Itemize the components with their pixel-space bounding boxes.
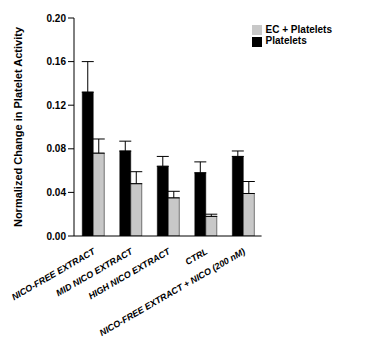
svg-text:NICO-FREE EXTRACT: NICO-FREE EXTRACT	[9, 246, 97, 303]
svg-text:0.08: 0.08	[47, 143, 67, 154]
svg-text:MID NICO EXTRACT: MID NICO EXTRACT	[54, 246, 135, 299]
svg-text:HIGH NICO EXTRACT: HIGH NICO EXTRACT	[86, 246, 172, 302]
svg-text:0.16: 0.16	[47, 56, 67, 67]
svg-text:0.12: 0.12	[47, 100, 67, 111]
svg-text:0.20: 0.20	[47, 13, 67, 24]
html-text:EC + Platelets: EC + Platelets	[265, 24, 332, 35]
svg-text:CTRL: CTRL	[184, 246, 210, 267]
svg-text:Normalized Change in Platelet: Normalized Change in Platelet Activity	[12, 26, 24, 227]
svg-text:0.00: 0.00	[47, 231, 67, 242]
svg-text:0.04: 0.04	[47, 187, 67, 198]
html-text:Platelets: Platelets	[265, 35, 307, 47]
svg-text:NICO-FREE EXTRACT + NICO (200: NICO-FREE EXTRACT + NICO (200 nM)	[98, 246, 247, 338]
